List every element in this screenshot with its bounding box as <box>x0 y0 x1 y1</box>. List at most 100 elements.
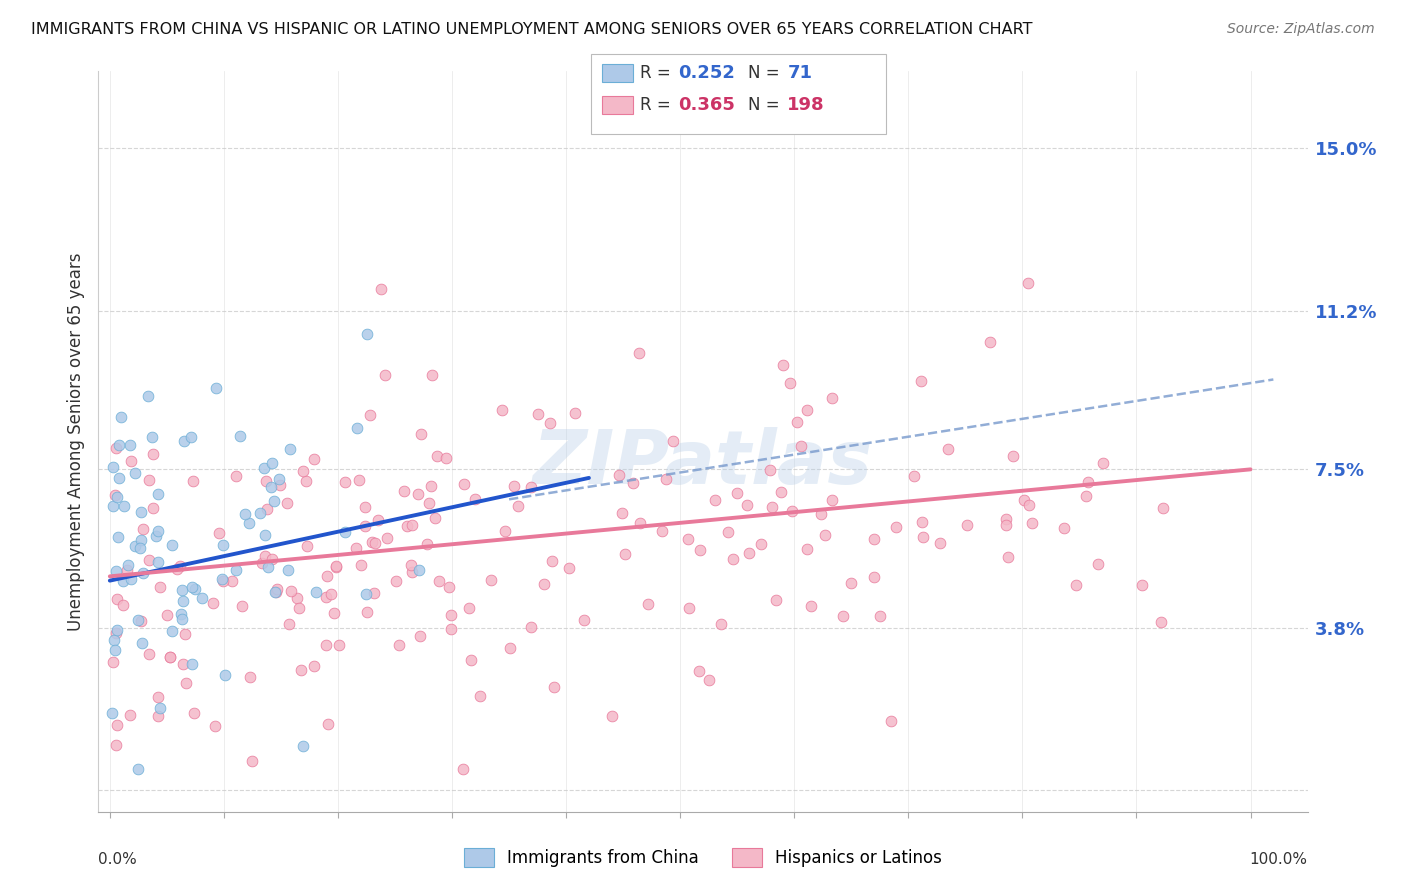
Point <box>269 478 291 492</box>
Point <box>821 391 844 405</box>
Point <box>278 442 301 457</box>
Text: 0.252: 0.252 <box>678 64 734 82</box>
Point <box>263 493 285 508</box>
Point <box>104 441 127 455</box>
Point <box>170 611 193 625</box>
Point <box>256 501 278 516</box>
Point <box>796 542 818 557</box>
Point <box>453 477 475 491</box>
Point <box>181 475 204 489</box>
Point <box>385 574 408 588</box>
Point <box>115 563 138 577</box>
Point <box>533 576 555 591</box>
Text: N =: N = <box>748 64 785 82</box>
Point <box>105 718 128 732</box>
Point <box>101 459 124 474</box>
Point <box>409 629 432 643</box>
Point <box>519 620 541 634</box>
Point <box>138 553 160 567</box>
Point <box>105 624 128 638</box>
Point <box>180 430 202 444</box>
Point <box>359 408 381 422</box>
Point <box>172 657 194 671</box>
Point <box>129 533 152 547</box>
Point <box>779 376 801 390</box>
Point <box>364 536 387 550</box>
Point <box>399 558 422 572</box>
Point <box>392 484 415 499</box>
Point <box>285 591 308 605</box>
Point <box>138 473 160 487</box>
Point <box>627 346 650 360</box>
Point <box>1017 276 1039 290</box>
Point <box>772 358 794 372</box>
Point <box>108 437 131 451</box>
Point <box>105 591 128 606</box>
Point <box>411 427 433 442</box>
Point <box>1064 577 1087 591</box>
Point <box>325 559 347 574</box>
Point <box>110 410 132 425</box>
Point <box>651 524 673 539</box>
Point <box>104 643 127 657</box>
Point <box>183 706 205 720</box>
Point <box>688 664 710 678</box>
Point <box>142 447 165 461</box>
Point <box>304 585 326 599</box>
Point <box>145 528 167 542</box>
Point <box>263 585 285 599</box>
Point <box>120 454 142 468</box>
Point <box>863 570 886 584</box>
Point <box>370 282 392 296</box>
Point <box>302 451 325 466</box>
Text: N =: N = <box>748 96 785 114</box>
Legend: Immigrants from China, Hispanics or Latinos: Immigrants from China, Hispanics or Lati… <box>457 842 949 874</box>
Point <box>662 434 685 448</box>
Point <box>464 492 486 507</box>
Point <box>621 476 644 491</box>
Point <box>136 389 159 403</box>
Point <box>995 511 1018 525</box>
Point <box>103 633 125 648</box>
Point <box>253 461 276 475</box>
Point <box>107 470 129 484</box>
Point <box>360 534 382 549</box>
Point <box>225 563 247 577</box>
Point <box>832 608 855 623</box>
Point <box>315 639 337 653</box>
Point <box>288 601 311 615</box>
Point <box>725 485 748 500</box>
Point <box>181 580 204 594</box>
Text: ZIPatlas: ZIPatlas <box>533 427 873 500</box>
Point <box>166 562 188 576</box>
Point <box>800 599 823 614</box>
Point <box>377 531 399 545</box>
Text: IMMIGRANTS FROM CHINA VS HISPANIC OR LATINO UNEMPLOYMENT AMONG SENIORS OVER 65 Y: IMMIGRANTS FROM CHINA VS HISPANIC OR LAT… <box>31 22 1032 37</box>
Point <box>765 593 787 607</box>
Point <box>267 472 290 486</box>
Point <box>1150 615 1173 630</box>
Point <box>325 560 347 574</box>
Point <box>630 516 652 531</box>
Point <box>204 381 226 395</box>
Point <box>420 368 443 383</box>
Point <box>600 709 623 723</box>
Point <box>148 580 170 594</box>
Point <box>1018 498 1040 512</box>
Point <box>214 667 236 681</box>
Point <box>316 717 339 731</box>
Point <box>470 689 492 703</box>
Point <box>499 641 522 656</box>
Point <box>423 511 446 525</box>
Point <box>356 326 378 341</box>
Point <box>146 524 169 539</box>
Point <box>328 639 350 653</box>
Point <box>721 551 744 566</box>
Point <box>346 421 368 435</box>
Point <box>354 500 377 515</box>
Point <box>903 469 925 483</box>
Point <box>911 530 934 544</box>
Point <box>131 636 153 650</box>
Point <box>540 554 562 568</box>
Text: 100.0%: 100.0% <box>1250 853 1308 867</box>
